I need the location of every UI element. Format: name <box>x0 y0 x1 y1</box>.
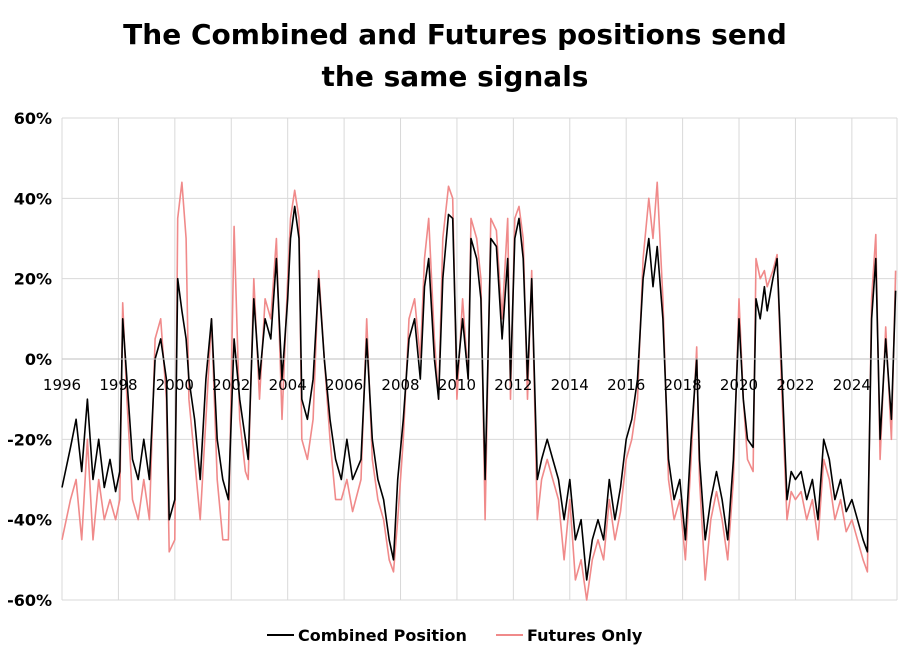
legend: Combined Position Futures Only <box>267 626 643 645</box>
x-tick-label: 2024 <box>833 376 871 394</box>
y-tick-label: 40% <box>14 189 52 208</box>
legend-label-futures: Futures Only <box>527 626 643 645</box>
x-tick-label: 2010 <box>438 376 476 394</box>
x-tick-label: 2002 <box>212 376 250 394</box>
x-tick-label: 2018 <box>664 376 702 394</box>
series-line-combined-position <box>61 205 897 581</box>
x-tick-label: 2022 <box>776 376 814 394</box>
legend-label-combined: Combined Position <box>298 626 467 645</box>
x-tick-label: 2016 <box>607 376 645 394</box>
x-tick-label: 2014 <box>551 376 589 394</box>
y-tick-label: 60% <box>14 109 52 128</box>
x-tick-label: 2012 <box>494 376 532 394</box>
y-tick-label: -60% <box>7 591 52 610</box>
y-tick-label: 20% <box>14 270 52 289</box>
x-tick-label: 2008 <box>381 376 419 394</box>
chart-title-line-2: the same signals <box>321 60 589 93</box>
y-axis-ticks: 60% 40% 20% 0% -20% -40% -60% <box>7 109 52 610</box>
chart-title-line-1: The Combined and Futures positions send <box>123 18 787 51</box>
y-tick-label: -20% <box>7 430 52 449</box>
x-tick-label: 1998 <box>99 376 137 394</box>
x-tick-label: 1996 <box>43 376 81 394</box>
chart-title: The Combined and Futures positions send … <box>0 14 910 98</box>
y-tick-label: 0% <box>25 350 52 369</box>
x-tick-label: 2020 <box>720 376 758 394</box>
x-tick-label: 2006 <box>325 376 363 394</box>
series-lines <box>61 181 897 601</box>
x-tick-label: 2000 <box>156 376 194 394</box>
series-line-futures-only <box>61 181 897 601</box>
x-tick-label: 2004 <box>269 376 307 394</box>
y-tick-label: -40% <box>7 511 52 530</box>
x-axis: 1996 1998 2000 2002 2004 2006 2008 2010 2012 2014… <box>43 358 897 394</box>
